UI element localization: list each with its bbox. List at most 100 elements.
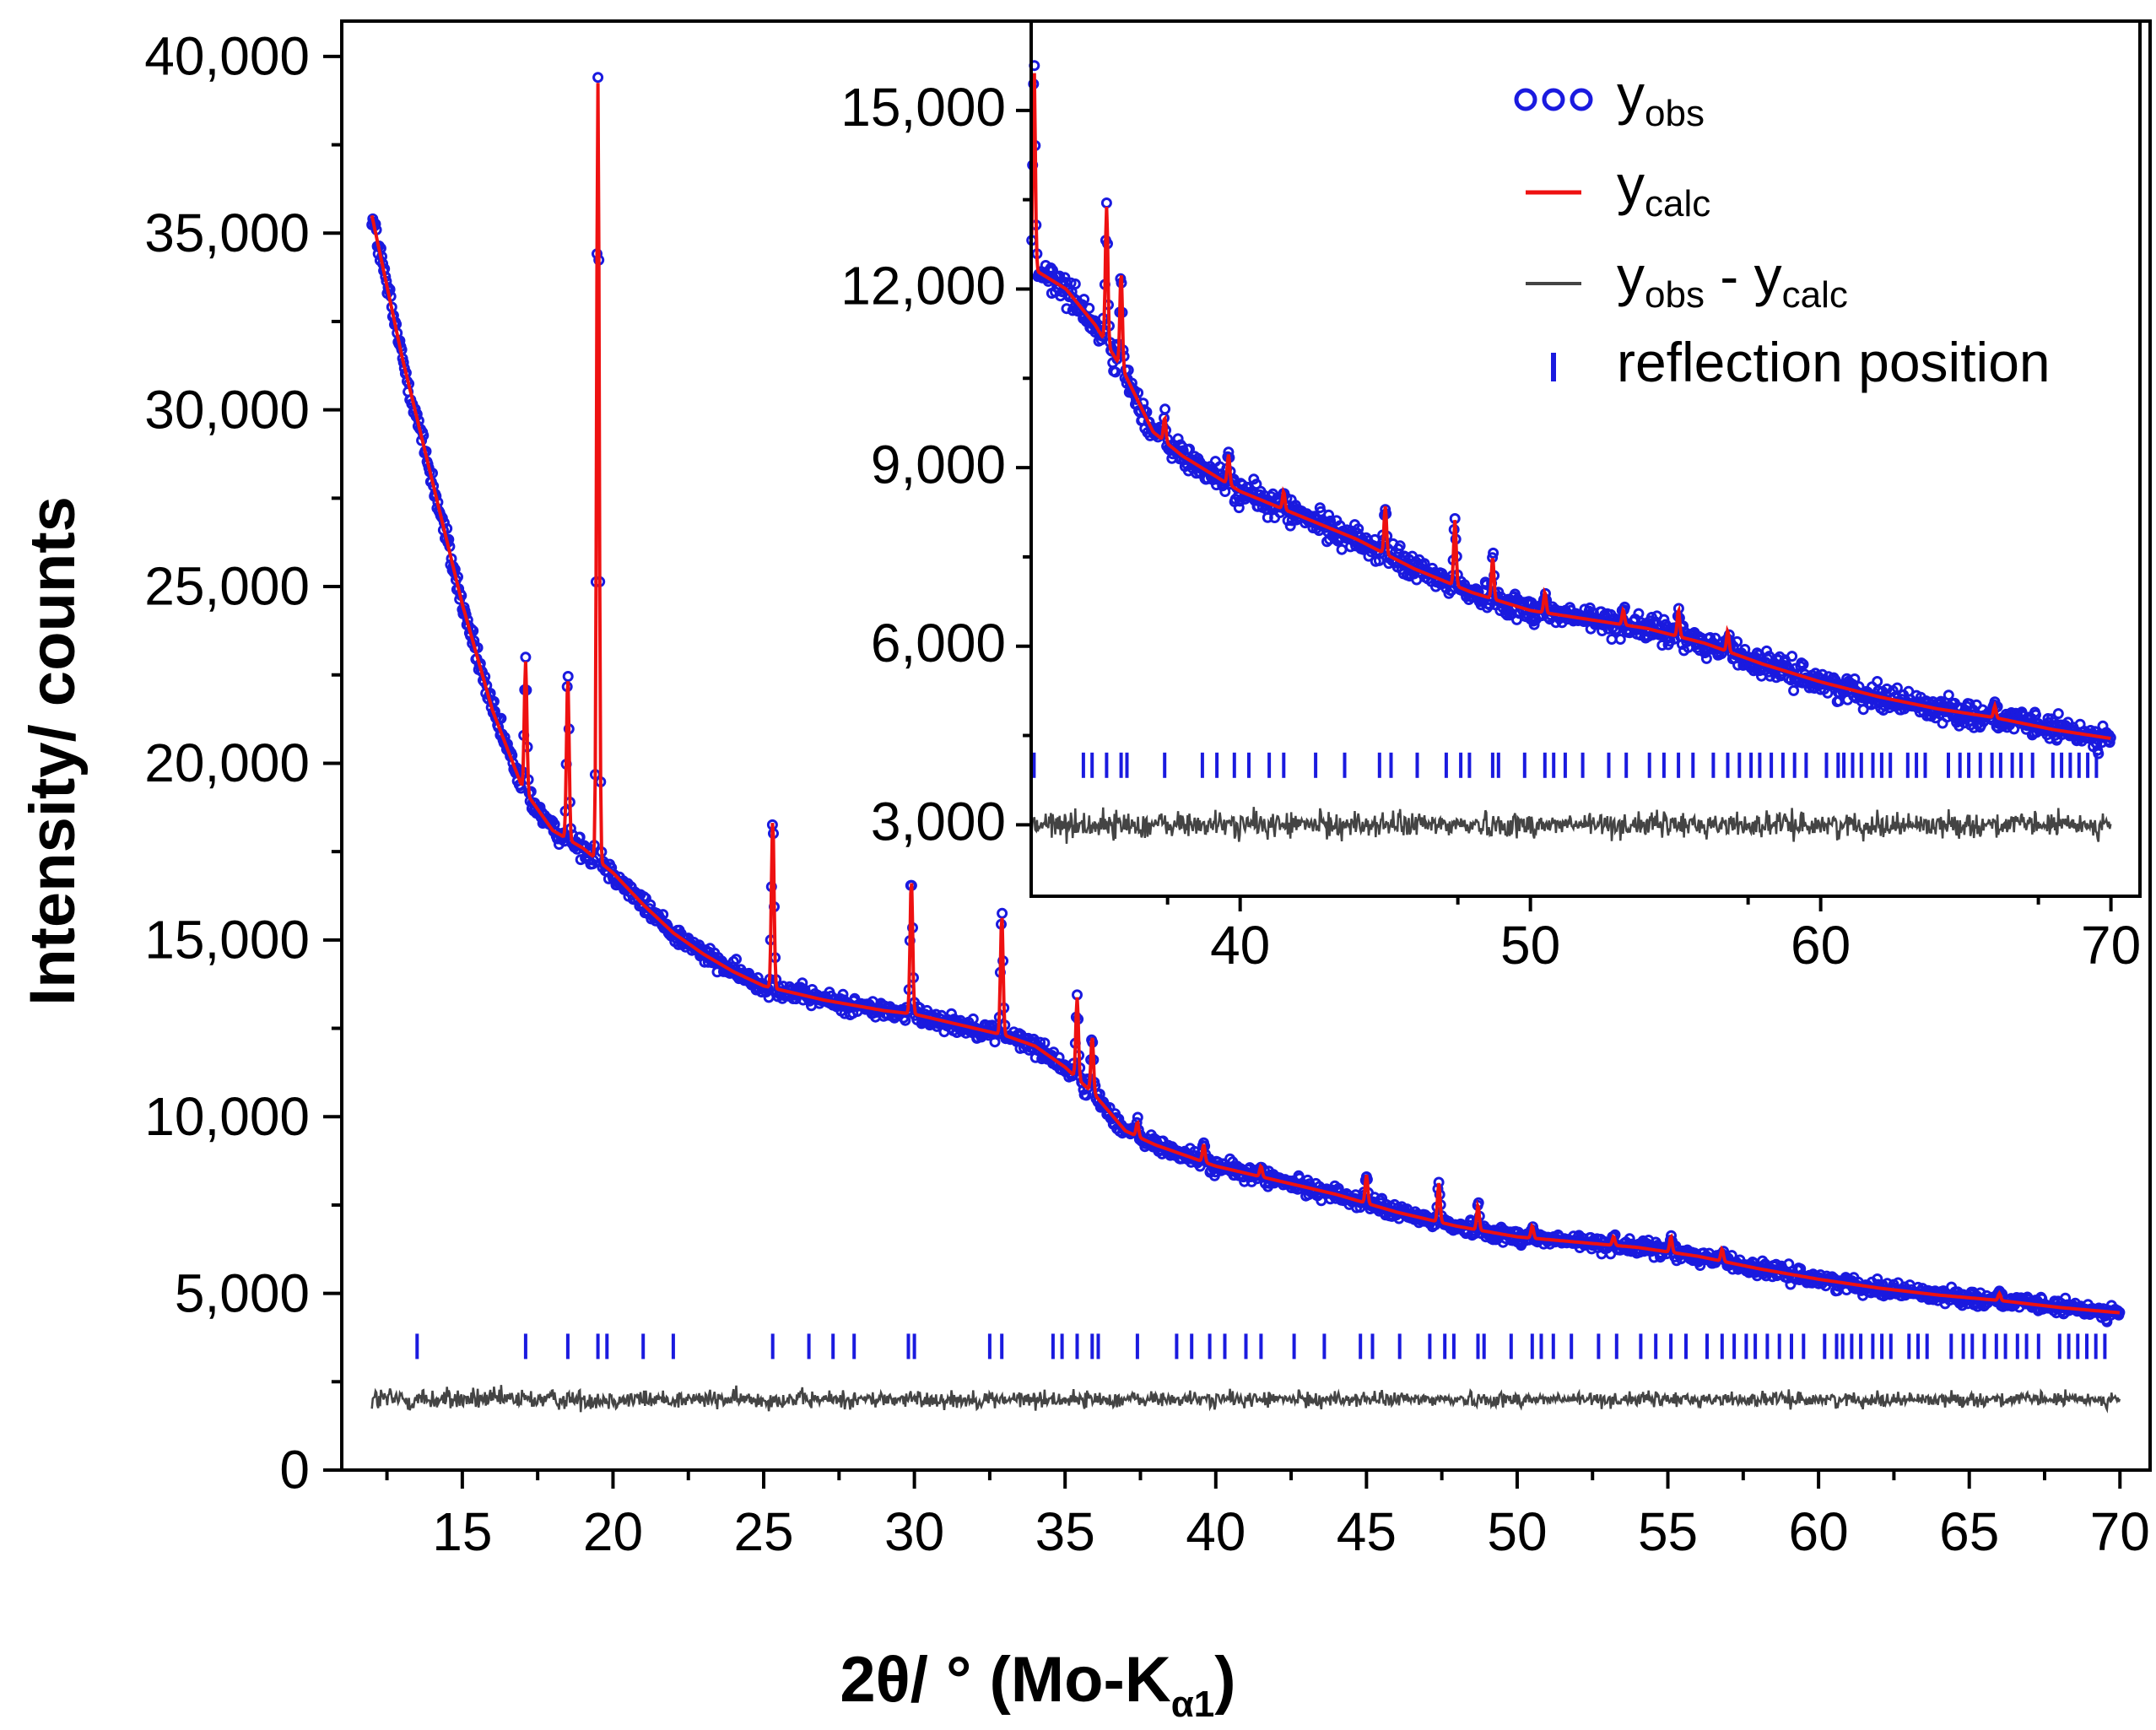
legend-marker-obs xyxy=(1514,88,1593,111)
main-calculated-line xyxy=(370,83,2121,1315)
main-y-tick-label: 0 xyxy=(279,1440,310,1500)
inset-observed-point xyxy=(1233,502,1245,514)
inset-observed-point xyxy=(1700,652,1712,664)
main-y-tick-label: 5,000 xyxy=(175,1262,310,1323)
main-x-tick-label: 20 xyxy=(583,1501,643,1562)
inset-observed-point xyxy=(1788,684,1800,696)
main-observed-point xyxy=(592,72,604,84)
main-axes: 15 20 25 30 35 40 45 50 55 60 65 70 0 5,000 10,000 15,0… xyxy=(144,26,2150,1562)
main-x-tick-label: 25 xyxy=(733,1501,793,1562)
legend-obs-circle xyxy=(1542,88,1565,111)
main-observed-point xyxy=(574,831,586,843)
legend-label-obs: yobs xyxy=(1617,63,1705,134)
inset-observed-point xyxy=(1059,272,1071,284)
inset-y-tick-label: 9,000 xyxy=(871,434,1006,495)
legend: yobs ycalc yobs - ycalc reflection posit… xyxy=(1514,63,2051,393)
main-x-tick-label: 15 xyxy=(432,1501,492,1562)
inset-observed-point xyxy=(1528,619,1540,630)
main-x-tick-label: 70 xyxy=(2090,1501,2150,1562)
main-reflection-ticks xyxy=(415,1333,2107,1360)
inset-background xyxy=(1031,21,2140,896)
main-observed-point xyxy=(562,671,574,682)
inset-observed-point xyxy=(1614,634,1626,645)
inset-observed-point xyxy=(1184,443,1195,455)
inset-observed-point xyxy=(2093,748,2105,760)
inset-observed-point xyxy=(1159,403,1171,415)
inset-observed-point xyxy=(1488,547,1499,559)
inset-y-tick-label: 12,000 xyxy=(840,256,1006,316)
main-x-tick-label: 65 xyxy=(1939,1501,1999,1562)
y-axis-title: Intensity/ counts xyxy=(17,496,89,1006)
main-observed-point xyxy=(763,992,775,1003)
main-y-tick-label: 35,000 xyxy=(144,203,310,263)
inset-observed-point xyxy=(1323,509,1335,521)
legend-item-calc: ycalc xyxy=(1526,154,1710,224)
main-x-tick-label: 50 xyxy=(1487,1501,1547,1562)
legend-item-refl: reflection position xyxy=(1551,331,2051,393)
main-chart: 15 20 25 30 35 40 45 50 55 60 65 70 0 5,000 10,000 15,0… xyxy=(17,19,2152,1725)
inset-observed-point xyxy=(1353,523,1364,535)
main-observed-point xyxy=(997,907,1008,919)
inset-x-tick-label: 70 xyxy=(2081,915,2141,976)
inset-calculated-line xyxy=(1029,73,2111,740)
inset-x-tick-label: 60 xyxy=(1791,915,1851,976)
main-y-tick-label: 20,000 xyxy=(144,733,310,793)
main-observed-point xyxy=(657,909,669,921)
main-y-tick-label: 10,000 xyxy=(144,1086,310,1147)
inset-observed-point xyxy=(1110,366,1121,378)
main-y-tick-label: 25,000 xyxy=(144,556,310,617)
main-plot-data xyxy=(366,72,2126,1414)
inset-chart: 40 50 60 70 3,000 6,000 9,000 12,000 15,000 xyxy=(840,19,2142,976)
main-observed-point xyxy=(520,651,532,663)
main-observed-point xyxy=(967,1013,979,1024)
x-axis-title-main: 2θ/ ° (Mo-K xyxy=(840,1644,1170,1716)
main-y-tick-label: 40,000 xyxy=(144,26,310,87)
inset-observed-point xyxy=(1891,682,1903,694)
inset-observed-point xyxy=(1394,540,1406,552)
x-axis-title: 2θ/ ° (Mo-Kα1) xyxy=(840,1644,1235,1725)
main-x-tick-label: 40 xyxy=(1186,1501,1246,1562)
inset-observed-point xyxy=(1857,704,1869,716)
inset-observed-point xyxy=(2052,708,2064,720)
legend-item-diff: yobs - ycalc xyxy=(1526,245,1848,316)
inset-observed-point xyxy=(1732,635,1743,647)
legend-obs-circle xyxy=(1570,88,1593,111)
inset-plot-data xyxy=(1026,60,2116,844)
main-x-tick-label: 35 xyxy=(1035,1501,1095,1562)
main-x-tick-label: 45 xyxy=(1337,1501,1397,1562)
inset-observed-point xyxy=(1219,486,1231,497)
x-axis-title-close: ) xyxy=(1214,1644,1235,1716)
main-observed-point xyxy=(1035,1036,1046,1048)
inset-x-tick-label: 40 xyxy=(1210,915,1270,976)
inset-y-tick-label: 6,000 xyxy=(871,613,1006,673)
legend-item-obs: yobs xyxy=(1514,63,1705,134)
main-y-tick-label: 30,000 xyxy=(144,379,310,440)
inset-observed-point xyxy=(1849,673,1861,684)
main-observed-point xyxy=(1039,1037,1051,1049)
inset-observed-point xyxy=(1083,302,1095,314)
x-axis-title-subscript: α1 xyxy=(1171,1684,1215,1725)
inset-y-tick-label: 15,000 xyxy=(840,77,1006,138)
main-x-tick-label: 60 xyxy=(1789,1501,1849,1562)
inset-observed-point xyxy=(1881,683,1893,695)
main-x-tick-label: 55 xyxy=(1638,1501,1698,1562)
inset-observed-point xyxy=(1172,433,1184,445)
main-difference-line xyxy=(370,1385,2121,1414)
inset-observed-point xyxy=(1822,687,1834,699)
inset-y-tick-label: 3,000 xyxy=(871,792,1006,852)
main-observed-point xyxy=(946,1008,957,1019)
legend-obs-circle xyxy=(1514,88,1537,111)
inset-observed-series xyxy=(1026,60,2116,760)
inset-plot-frame xyxy=(1029,19,2142,898)
inset-axes: 40 50 60 70 3,000 6,000 9,000 12,000 15,000 xyxy=(840,77,2141,976)
legend-label-calc: ycalc xyxy=(1617,154,1710,224)
inset-observed-point xyxy=(1786,651,1798,662)
inset-observed-point xyxy=(1078,294,1090,305)
inset-difference-line xyxy=(1030,807,2112,844)
legend-label-refl: reflection position xyxy=(1617,331,2051,393)
inset-observed-point xyxy=(1284,520,1296,532)
inset-observed-point xyxy=(2008,723,2020,735)
main-y-tick-label: 15,000 xyxy=(144,910,310,970)
inset-x-tick-label: 50 xyxy=(1500,915,1560,976)
